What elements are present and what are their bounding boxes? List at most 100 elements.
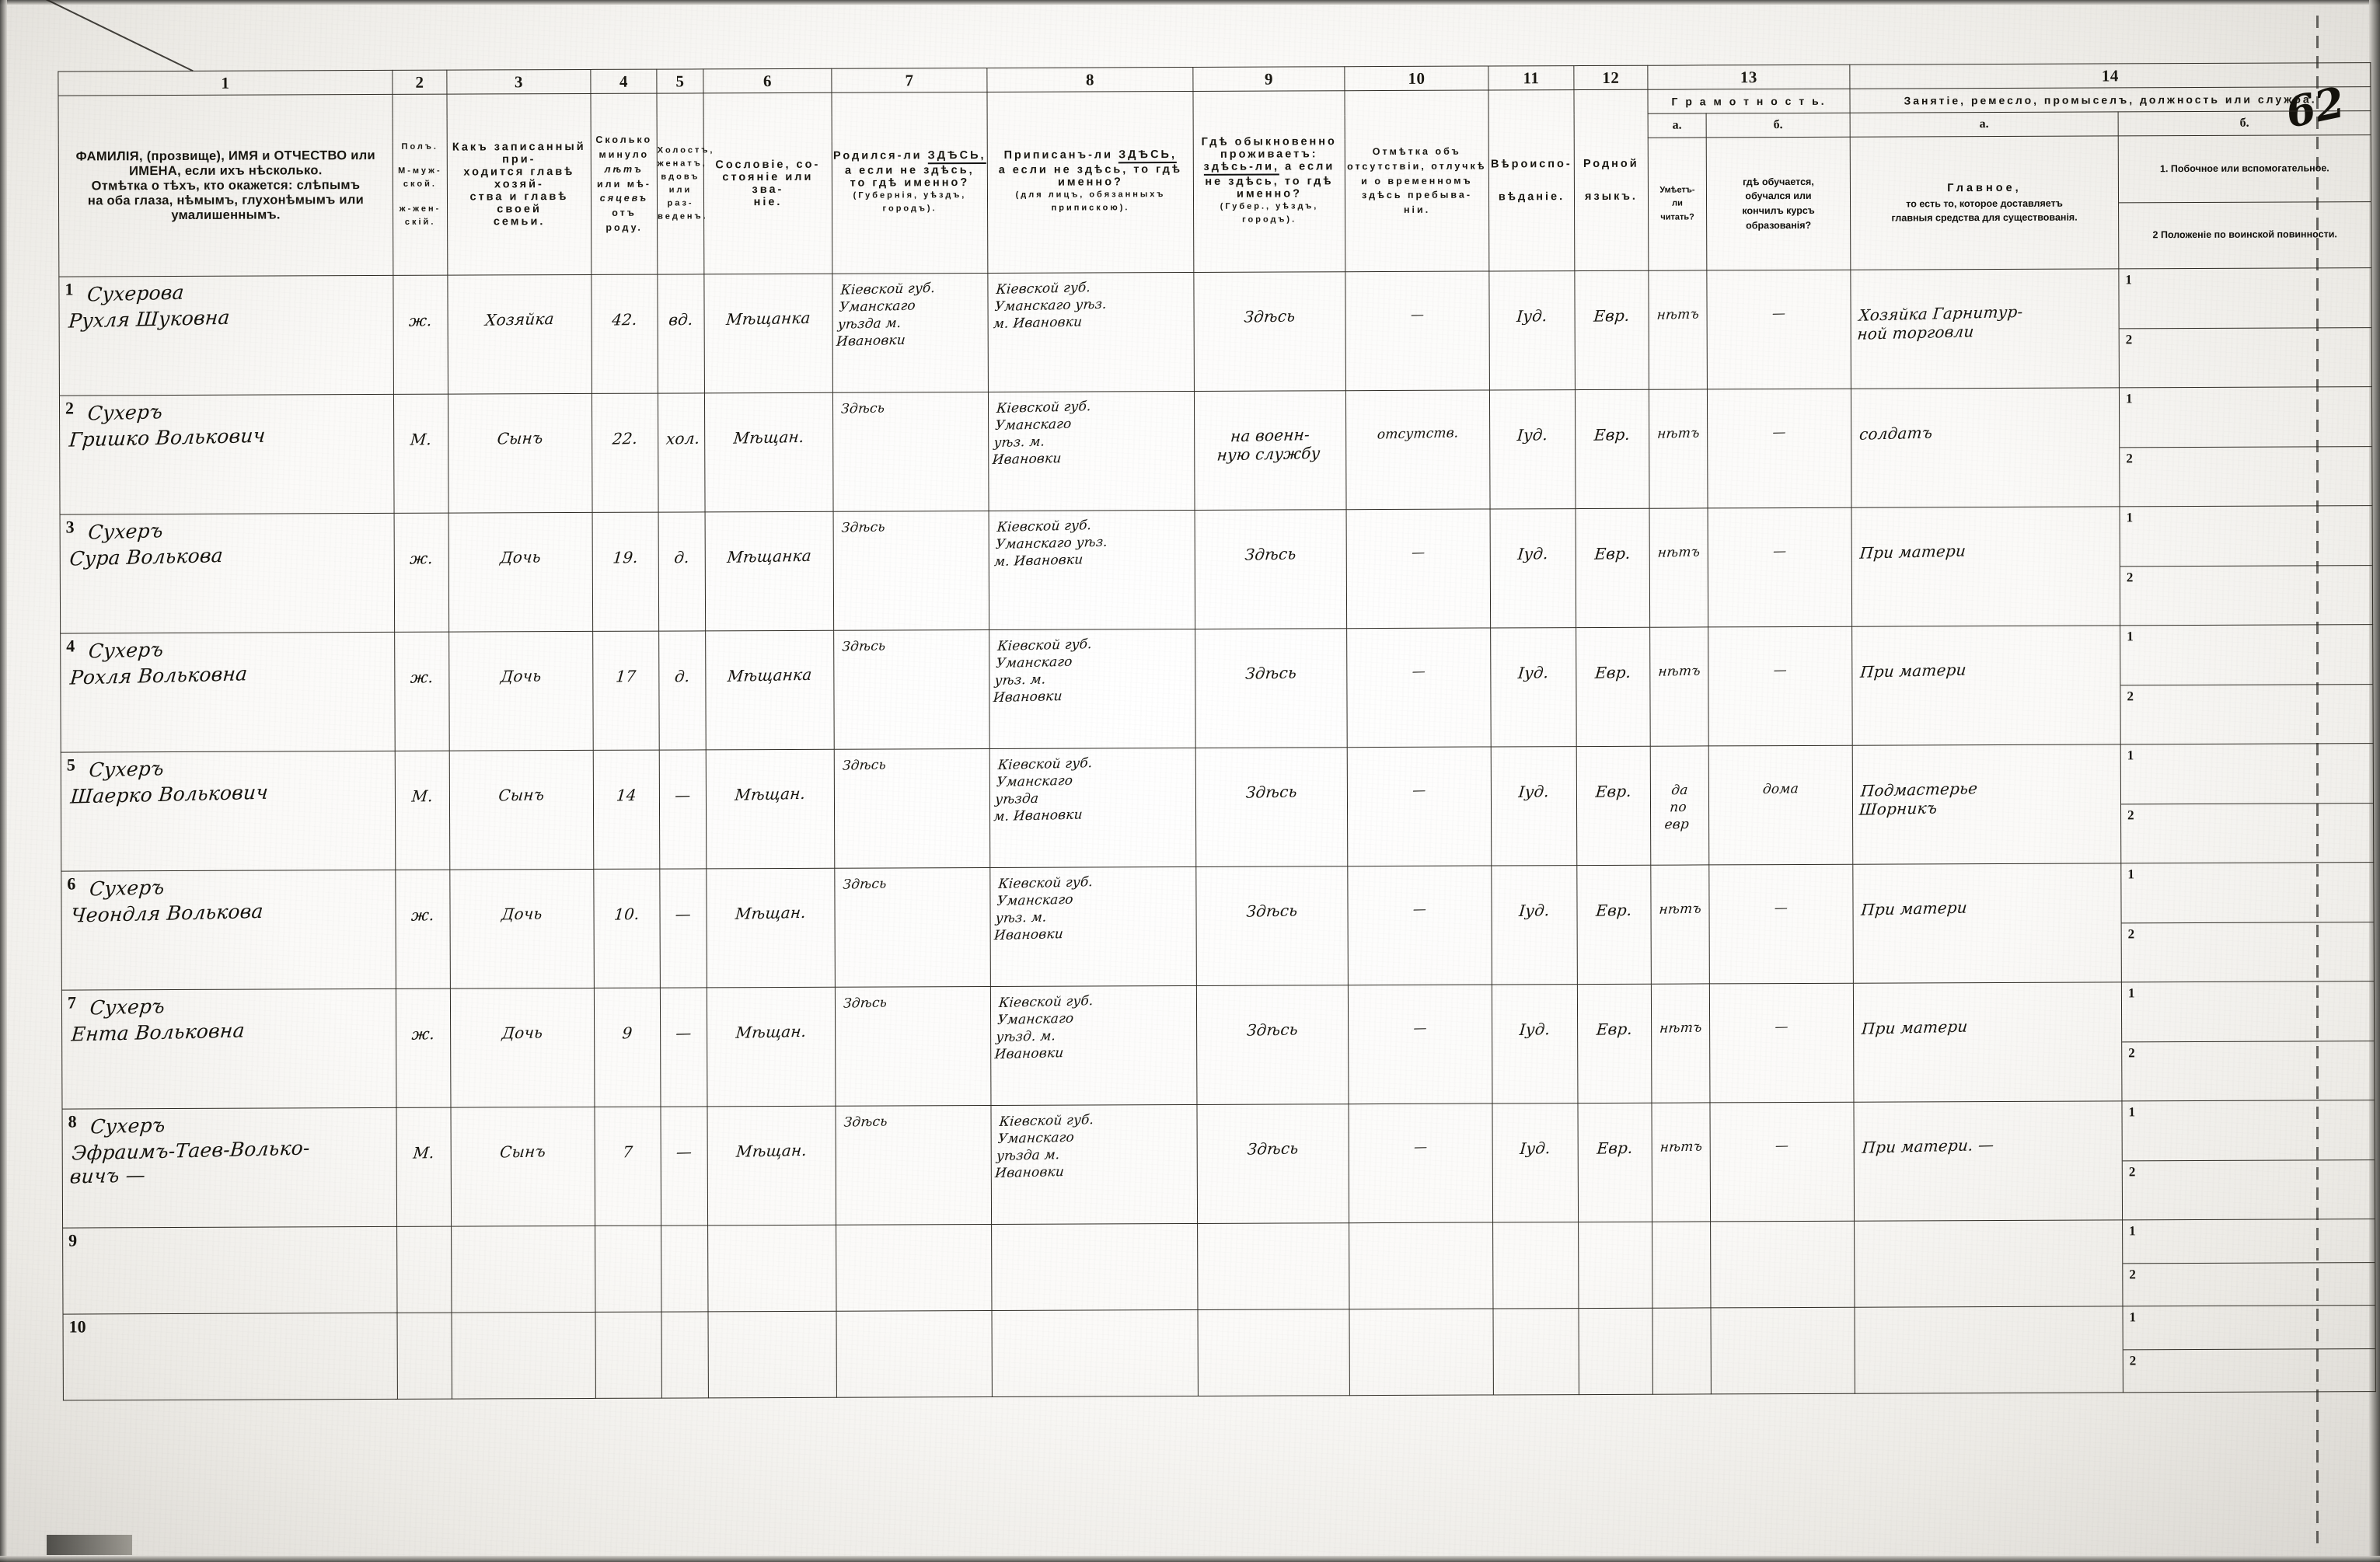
header-col14b-item2: 2 Положеніе по воинской повинности. bbox=[2152, 228, 2337, 241]
occupation-main-cell: При матери bbox=[1853, 981, 2122, 1103]
header-col12-language: Родной языкъ. bbox=[1573, 89, 1649, 271]
language-cell-text: Евр. bbox=[1594, 662, 1632, 682]
header-col10-absence: Отмѣтка объ отсутствіи, отлучкѣ и о врем… bbox=[1344, 90, 1489, 272]
registered-cell: Кіевской губ. Уманскаго уѣзда м. Ивановк… bbox=[990, 1104, 1198, 1225]
residence-cell: Здѣсь bbox=[1195, 628, 1348, 748]
relation-cell-text: Хозяйка bbox=[484, 309, 555, 329]
surname-text bbox=[92, 1314, 390, 1321]
header-col14b-item1: 1. Побочное или вспомогательное. bbox=[2118, 135, 2371, 203]
header-col13-group-literacy: Г р а м о т н о с т ь. bbox=[1647, 89, 1851, 114]
given-name-text bbox=[74, 1316, 390, 1323]
colnum-4: 4 bbox=[590, 69, 657, 94]
marital-cell: — bbox=[660, 1106, 708, 1226]
name-cell: 2 Сухеръ Гришко Волькович bbox=[59, 394, 395, 515]
sex-cell: ж. bbox=[394, 632, 450, 751]
religion-cell-text: Іуд. bbox=[1516, 425, 1549, 445]
literacy-read-cell: нѣтъ bbox=[1649, 626, 1709, 747]
row-number: 1 bbox=[65, 279, 74, 299]
literacy-school-cell: — bbox=[1707, 389, 1852, 508]
sex-text: ж. bbox=[410, 905, 435, 925]
literacy-read-cell-text: да по евр bbox=[1663, 782, 1690, 833]
occupation-aux-1: 1 bbox=[2121, 863, 2374, 923]
header-col5-marital: Холостъ, женатъ, вдовъ или раз- веденъ. bbox=[656, 92, 714, 275]
literacy-read-cell: нѣтъ bbox=[1649, 507, 1708, 628]
literacy-school-cell: — bbox=[1706, 270, 1851, 389]
relation-cell-text: Дочь bbox=[501, 904, 543, 924]
birthplace-cell: Здѣсь bbox=[834, 867, 991, 988]
header-col13a-letter: а. bbox=[1648, 113, 1707, 138]
sex-text bbox=[406, 1262, 444, 1263]
residence-cell: Здѣсь bbox=[1196, 1104, 1349, 1224]
birthplace-cell-text: Здѣсь bbox=[840, 519, 886, 536]
given-name-text: Рухля Шуковна bbox=[68, 305, 231, 333]
registered-cell: Кіевской губ. Уманскаго уѣз. м. Ивановки bbox=[987, 272, 1195, 392]
religion-cell: Іуд. bbox=[1492, 984, 1578, 1104]
language-cell-text: Евр. bbox=[1596, 1138, 1634, 1158]
colnum-8: 8 bbox=[986, 67, 1193, 92]
residence-cell-text bbox=[1207, 1343, 1342, 1346]
sex-cell: М. bbox=[395, 751, 450, 870]
absence-cell bbox=[1349, 1308, 1494, 1396]
scan-edge-left bbox=[0, 0, 7, 1562]
estate-cell: Мѣщан. bbox=[706, 749, 835, 869]
occupation-main-cell-text: Подмастерье Шорникъ bbox=[1858, 779, 1979, 820]
age-cell: 17 bbox=[592, 631, 660, 751]
absence-cell-text: — bbox=[1411, 664, 1426, 680]
row-number: 6 bbox=[67, 873, 76, 894]
religion-cell-text: Іуд. bbox=[1518, 1020, 1551, 1039]
residence-cell: Здѣсь bbox=[1195, 747, 1348, 867]
religion-cell: Іуд. bbox=[1488, 270, 1576, 391]
relation-cell bbox=[451, 1226, 595, 1313]
absence-cell-text: — bbox=[1412, 1020, 1428, 1037]
registered-cell-text: Кіевской губ. Уманскаго уѣз. м. Ивановки bbox=[993, 518, 1108, 570]
occupation-aux-1: 1 bbox=[2120, 625, 2373, 685]
marital-cell bbox=[661, 1311, 709, 1399]
surname-text: Сухеръ bbox=[89, 995, 166, 1020]
colnum-14: 14 bbox=[1849, 62, 2371, 89]
language-cell: Евр. bbox=[1576, 746, 1651, 866]
occupation-aux-1: 1 bbox=[2120, 506, 2372, 567]
estate-cell: Мѣщан. bbox=[707, 1106, 836, 1226]
occupation-aux-2: 2 bbox=[2122, 1041, 2374, 1101]
literacy-school-cell bbox=[1710, 1221, 1855, 1308]
estate-cell-text bbox=[717, 1259, 829, 1261]
literacy-read-cell-text: нѣтъ bbox=[1658, 901, 1702, 918]
literacy-school-cell-text: — bbox=[1774, 1019, 1789, 1035]
census-table: 1 2 3 4 5 6 7 8 9 10 11 12 13 14 ФАМИЛІЯ… bbox=[58, 62, 2376, 1401]
absence-cell: — bbox=[1347, 747, 1492, 866]
marital-cell-text bbox=[670, 1261, 700, 1262]
literacy-read-cell-text: нѣтъ bbox=[1657, 663, 1701, 680]
residence-cell bbox=[1197, 1309, 1350, 1396]
header-col4-age: Сколько минуло лѣтъ или мѣ- сяцевъ отъ р… bbox=[590, 93, 658, 275]
estate-cell: Мѣщан. bbox=[706, 868, 836, 988]
occupation-main-cell: Подмастерье Шорникъ bbox=[1852, 744, 2121, 865]
literacy-read-cell-text: нѣтъ bbox=[1656, 306, 1700, 323]
birthplace-cell-text: Здѣсь bbox=[843, 995, 888, 1012]
name-cell: 8 Сухеръ Эфраимъ-Таев-Волько- вичъ — bbox=[61, 1107, 397, 1229]
marital-cell: — bbox=[659, 868, 707, 988]
literacy-read-cell-text: нѣтъ bbox=[1656, 425, 1701, 442]
sex-text: М. bbox=[410, 430, 433, 449]
header-col14b-aux-occupation: 1. Побочное или вспомогательное. 2 Полож… bbox=[2118, 134, 2371, 269]
scan-edge-right bbox=[2369, 0, 2380, 1562]
header-col7-birthplace: Родился-ли ЗДѢСЬ, а если не здѣсь, то гд… bbox=[831, 92, 988, 274]
sex-cell: ж. bbox=[393, 275, 448, 395]
table-row: 10 1 2 bbox=[63, 1305, 2376, 1401]
registered-cell: Кіевской губ. Уманскаго уѣзда м. Ивановк… bbox=[989, 748, 1196, 868]
census-sheet: 1 2 3 4 5 6 7 8 9 10 11 12 13 14 ФАМИЛІЯ… bbox=[58, 62, 2376, 1547]
literacy-school-cell-text bbox=[1719, 1255, 1847, 1257]
residence-cell: на военн- ную службу bbox=[1194, 390, 1347, 511]
given-name-text: Сура Волькова bbox=[68, 543, 225, 570]
marital-cell bbox=[661, 1225, 708, 1313]
residence-cell-text: Здѣсь bbox=[1243, 306, 1296, 326]
relation-cell bbox=[452, 1312, 596, 1400]
birthplace-cell: Здѣсь bbox=[833, 511, 989, 631]
marital-cell-text: — bbox=[675, 1023, 693, 1043]
occupation-aux-2: 2 bbox=[2120, 328, 2371, 388]
literacy-read-cell: да по евр bbox=[1650, 745, 1709, 866]
relation-cell: Сынъ bbox=[450, 1107, 595, 1227]
absence-cell: — bbox=[1346, 509, 1491, 629]
table-row: 4 Сухеръ Рохля Волькoвна ж. Дочь 17 д. Мѣщанка З… bbox=[60, 624, 2374, 753]
